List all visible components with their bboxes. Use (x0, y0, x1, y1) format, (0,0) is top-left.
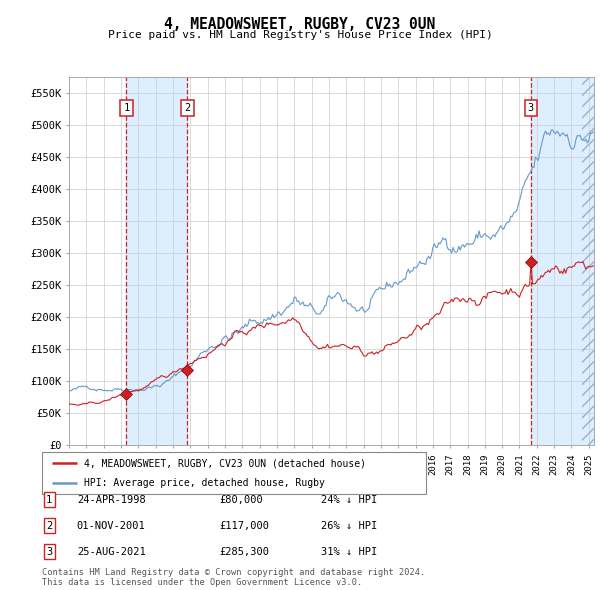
Text: £285,300: £285,300 (219, 547, 269, 556)
Bar (531, 77, 594, 445)
Text: 3: 3 (46, 547, 52, 556)
Text: 4, MEADOWSWEET, RUGBY, CV23 0UN: 4, MEADOWSWEET, RUGBY, CV23 0UN (164, 17, 436, 31)
Text: 1: 1 (123, 103, 130, 113)
Text: £80,000: £80,000 (219, 495, 263, 504)
Text: 26% ↓ HPI: 26% ↓ HPI (321, 521, 377, 530)
Text: 24% ↓ HPI: 24% ↓ HPI (321, 495, 377, 504)
Text: 4, MEADOWSWEET, RUGBY, CV23 0UN (detached house): 4, MEADOWSWEET, RUGBY, CV23 0UN (detache… (84, 458, 366, 468)
Bar (127, 77, 187, 445)
Text: 1: 1 (46, 495, 52, 504)
Text: £117,000: £117,000 (219, 521, 269, 530)
Text: 2: 2 (184, 103, 190, 113)
Bar (581, 77, 594, 445)
Text: 31% ↓ HPI: 31% ↓ HPI (321, 547, 377, 556)
Text: 2: 2 (46, 521, 52, 530)
Text: 25-AUG-2021: 25-AUG-2021 (77, 547, 146, 556)
Text: Price paid vs. HM Land Registry's House Price Index (HPI): Price paid vs. HM Land Registry's House … (107, 30, 493, 40)
Text: HPI: Average price, detached house, Rugby: HPI: Average price, detached house, Rugb… (84, 478, 325, 488)
Text: Contains HM Land Registry data © Crown copyright and database right 2024.: Contains HM Land Registry data © Crown c… (42, 568, 425, 577)
Text: 24-APR-1998: 24-APR-1998 (77, 495, 146, 504)
Text: This data is licensed under the Open Government Licence v3.0.: This data is licensed under the Open Gov… (42, 578, 362, 587)
Text: 3: 3 (527, 103, 534, 113)
Text: 01-NOV-2001: 01-NOV-2001 (77, 521, 146, 530)
